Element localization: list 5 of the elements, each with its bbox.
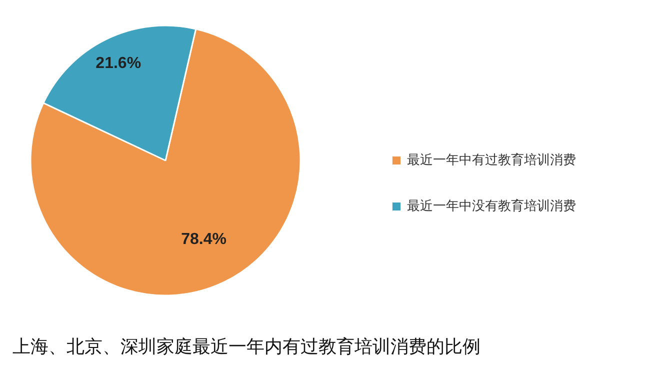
- data-label: 78.4%: [181, 230, 226, 248]
- legend-label: 最近一年中没有教育培训消费: [407, 198, 576, 215]
- text: 上海、北京、深圳家庭最近一年内有过教育培训消费的比例: [12, 336, 480, 358]
- data-label: 21.6%: [96, 54, 142, 72]
- legend-label: 最近一年中有过教育培训消费: [407, 152, 576, 169]
